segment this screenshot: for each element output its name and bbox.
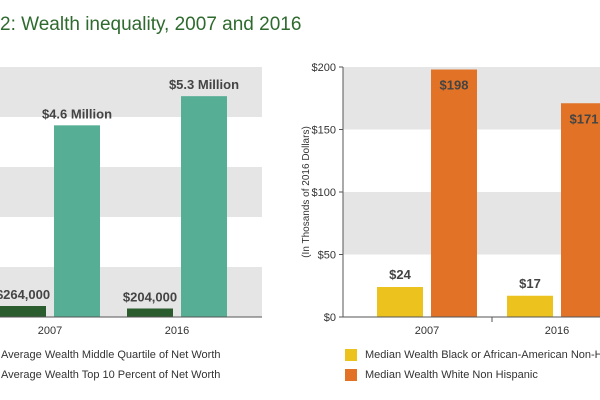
- legend-item: Average Wealth Top 10 Percent of Net Wor…: [0, 367, 221, 383]
- legend-label: Median Wealth Black or African-American …: [365, 349, 600, 361]
- legend-label: Average Wealth Middle Quartile of Net Wo…: [1, 349, 221, 361]
- y-tick-label: $0: [324, 312, 336, 324]
- y-tick-label: $150: [312, 125, 336, 137]
- legend-item: Average Wealth Middle Quartile of Net Wo…: [0, 347, 221, 363]
- legend-label: Median Wealth White Non Hispanic: [365, 369, 538, 381]
- legend-item: Median Wealth Black or African-American …: [345, 347, 600, 363]
- legend-label: Average Wealth Top 10 Percent of Net Wor…: [1, 369, 221, 381]
- data-label: $264,000: [0, 287, 50, 302]
- x-tick-label: 2007: [38, 325, 62, 337]
- bar: [507, 295, 553, 317]
- bar: [561, 103, 600, 317]
- x-tick-label: 2016: [545, 325, 569, 337]
- data-label: $17: [519, 276, 541, 291]
- y-tick-label: $200: [312, 62, 336, 74]
- x-tick-label: 2016: [165, 325, 189, 337]
- data-label: $171: [570, 111, 599, 126]
- legend-item: Median Wealth White Non Hispanic: [345, 367, 600, 383]
- y-tick-label: $50: [318, 250, 336, 262]
- bar: [181, 96, 227, 318]
- data-label: $4.6 Million: [42, 106, 112, 121]
- bar: [377, 287, 423, 317]
- legend-right: Median Wealth Black or African-American …: [345, 347, 600, 387]
- bar: [0, 306, 46, 317]
- y-tick-label: $100: [312, 187, 336, 199]
- data-label: $5.3 Million: [169, 77, 239, 92]
- data-label: $24: [389, 267, 411, 282]
- bar: [431, 69, 477, 317]
- x-tick-label: 2007: [415, 325, 439, 337]
- data-label: $204,000: [123, 290, 177, 305]
- legend-swatch: [345, 369, 357, 381]
- bar: [54, 125, 100, 317]
- bar: [127, 308, 173, 317]
- data-label: $198: [440, 78, 469, 93]
- legend-swatch: [345, 349, 357, 361]
- y-axis-title: (In Thosands of 2016 Dollars): [301, 126, 312, 258]
- page-title: 2: Wealth inequality, 2007 and 2016: [0, 14, 302, 35]
- legend-left: Average Wealth Middle Quartile of Net Wo…: [0, 347, 221, 387]
